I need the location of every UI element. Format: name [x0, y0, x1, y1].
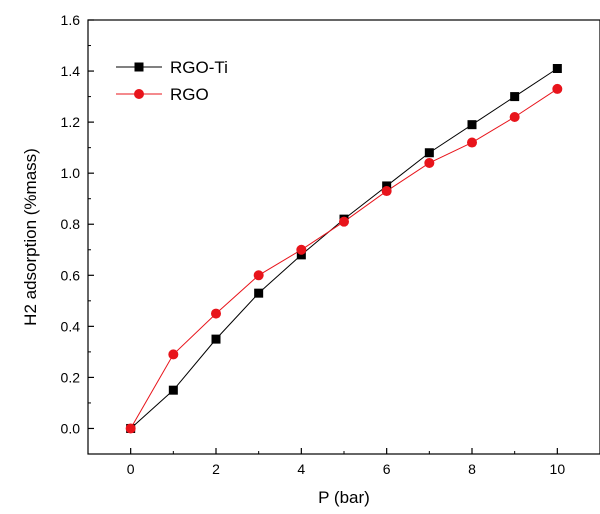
y-tick-label: 0.2: [61, 369, 81, 385]
x-tick-label: 6: [383, 461, 391, 477]
legend-label: RGO: [170, 85, 209, 104]
data-point: [253, 270, 264, 281]
legend-label: RGO-Ti: [170, 58, 228, 77]
y-tick-label: 1.6: [61, 12, 81, 28]
series-line: [130, 68, 558, 429]
y-axis-title: H2 adsorption (%mass): [21, 148, 40, 326]
data-point: [467, 137, 477, 148]
y-tick-label: 1.4: [61, 63, 81, 79]
x-axis-ticks: 0 2 4 6 8 10: [87, 448, 600, 477]
data-point: [125, 423, 136, 434]
x-tick-label: 0: [127, 461, 135, 477]
y-tick-label: 1.0: [61, 165, 81, 181]
data-point: [509, 112, 520, 123]
y-axis-ticks: 0.0 0.2 0.4 0.6 0.8 1.0 1.2 1.4 1.6: [61, 12, 94, 455]
y-tick-label: 0.0: [61, 420, 81, 436]
data-point: [168, 349, 179, 360]
series-layer: [125, 64, 563, 434]
plot-frame: [87, 19, 600, 455]
x-tick-label: 10: [550, 461, 566, 477]
data-point: [552, 64, 562, 74]
data-point: [424, 148, 434, 158]
y-tick-label: 1.2: [61, 114, 81, 130]
legend-marker: [134, 62, 144, 72]
x-axis-title: P (bar): [318, 488, 370, 507]
data-point: [424, 157, 435, 168]
data-point: [168, 385, 178, 395]
x-tick-label: 8: [468, 461, 476, 477]
legend-marker: [134, 89, 144, 99]
y-tick-label: 0.8: [61, 216, 81, 232]
data-point: [552, 83, 563, 94]
data-point: [382, 181, 392, 191]
y-tick-label: 0.6: [61, 267, 81, 283]
data-point: [211, 308, 221, 319]
data-point: [211, 334, 221, 344]
legend: RGO-Ti RGO: [116, 58, 228, 104]
data-point: [339, 216, 349, 227]
data-point: [296, 244, 307, 255]
data-point: [381, 186, 392, 197]
y-tick-label: 0.4: [61, 318, 81, 334]
data-point: [510, 92, 520, 102]
series-line: [130, 88, 558, 429]
data-point: [254, 288, 264, 298]
x-tick-label: 2: [212, 461, 220, 477]
x-tick-label: 4: [297, 461, 305, 477]
data-point: [467, 120, 477, 130]
data-point: [296, 250, 306, 260]
